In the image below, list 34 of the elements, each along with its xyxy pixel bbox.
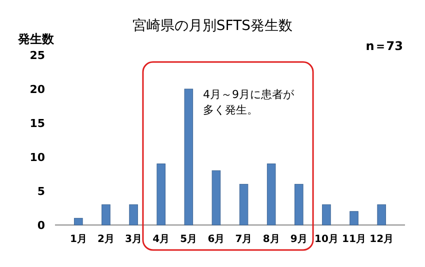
bar: [350, 211, 358, 226]
y-tick-label: 5: [37, 184, 45, 198]
y-tick-label: 25: [30, 48, 45, 62]
bar: [129, 204, 138, 226]
x-tick-label: 8月: [262, 234, 280, 245]
x-tick-label: 11月: [342, 234, 366, 245]
bar: [377, 204, 386, 226]
bar: [266, 164, 276, 226]
bar: [102, 204, 110, 226]
bar: [294, 184, 304, 226]
bar: [156, 164, 166, 226]
x-tick-label: 1月: [70, 234, 87, 245]
y-tick-label: 0: [37, 218, 46, 232]
x-tick-label: 5月: [180, 234, 198, 245]
x-tick-label: 7月: [235, 234, 252, 245]
y-axis-title: 発生数: [17, 32, 55, 46]
x-tick-label: 10月: [314, 234, 338, 245]
x-tick-label: 2月: [98, 234, 114, 245]
bar: [74, 218, 83, 226]
bar: [184, 88, 194, 226]
bar: [322, 204, 331, 226]
y-tick-label: 10: [30, 150, 46, 164]
x-tick-label: 3月: [125, 234, 142, 245]
x-tick-label: 9月: [290, 234, 308, 245]
chart-title: 宮崎県の月別SFTS発生数: [132, 18, 293, 34]
y-tick-label: 20: [30, 82, 46, 96]
bar: [212, 170, 221, 226]
annotation: 4月～9月に患者が多く発生。: [203, 88, 295, 116]
x-tick-label: 12月: [370, 234, 394, 245]
x-tick-label: 6月: [208, 234, 225, 245]
text: n＝73: [366, 39, 403, 53]
bar: [239, 184, 248, 226]
x-tick-label: 4月: [152, 234, 170, 245]
y-tick-label: 15: [30, 116, 45, 130]
